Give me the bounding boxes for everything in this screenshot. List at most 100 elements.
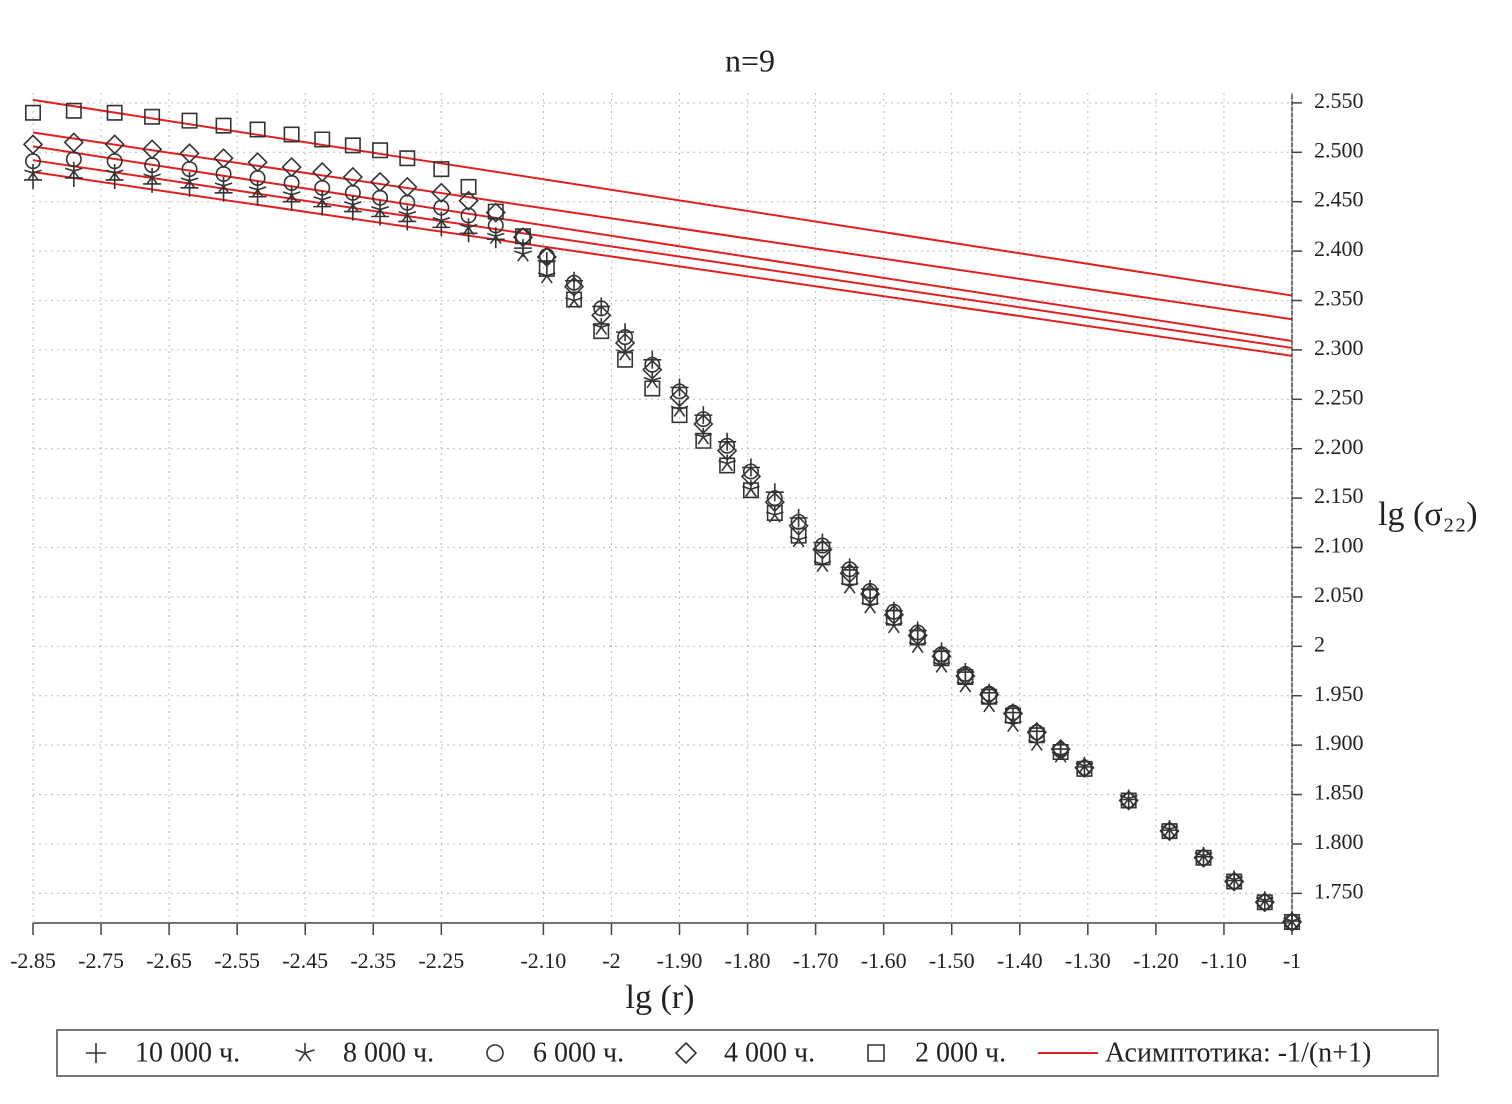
data-point [460, 207, 477, 224]
data-point [981, 688, 998, 705]
data-point [144, 157, 161, 174]
y-tick-label: 2.400 [1314, 236, 1364, 261]
legend-marker [674, 1041, 698, 1065]
data-point [814, 549, 831, 566]
data-point [717, 440, 738, 461]
data-point [460, 178, 477, 195]
data-point [566, 291, 583, 308]
data-point [955, 665, 976, 687]
x-tick-label: -1.70 [793, 948, 839, 973]
data-point [1159, 820, 1180, 842]
legend-label: 10 000 ч. [135, 1037, 240, 1068]
data-point [213, 148, 234, 169]
data-point [669, 387, 690, 408]
asymptote-line [32, 98, 1293, 297]
data-point [862, 588, 879, 605]
data-point [695, 411, 712, 427]
data-point [249, 170, 266, 186]
x-tick-label: -1.10 [1201, 948, 1247, 973]
data-point [1161, 823, 1178, 840]
x-tick-label: -1.90 [657, 948, 703, 973]
data-point [458, 190, 479, 211]
data-point [514, 245, 532, 262]
data-point [281, 156, 302, 178]
data-point [22, 134, 44, 155]
data-point [372, 142, 389, 159]
x-tick-label: -2.25 [418, 948, 464, 973]
data-point [1226, 873, 1243, 890]
y-tick-label: 2 [1314, 631, 1325, 656]
data-point [565, 291, 583, 309]
data-point [104, 134, 125, 155]
legend-marker [867, 1044, 885, 1062]
data-point [433, 199, 450, 216]
data-point [566, 274, 583, 291]
data-point [593, 300, 610, 317]
y-tick-label: 2.350 [1314, 286, 1364, 311]
data-point [617, 329, 634, 345]
data-point [433, 161, 450, 178]
data-point [538, 260, 555, 277]
data-point [1028, 727, 1045, 744]
y-tick-label: 2.500 [1314, 137, 1364, 162]
data-point [719, 457, 736, 474]
data-point [957, 668, 974, 685]
data-point [372, 189, 389, 206]
data-point [63, 132, 84, 153]
data-point [106, 153, 123, 170]
x-tick-label: -2.75 [78, 948, 124, 973]
data-point [592, 318, 611, 335]
asymptote-line [32, 131, 1293, 321]
data-point [485, 202, 506, 223]
data-point [1224, 871, 1245, 892]
data-point [538, 266, 556, 284]
data-point [369, 171, 391, 193]
data-point [841, 569, 858, 586]
data-point [885, 609, 902, 626]
data-point [840, 577, 859, 594]
data-point [536, 246, 557, 268]
data-point [215, 166, 232, 182]
y-tick-label: 2.250 [1314, 384, 1364, 409]
data-point [1283, 912, 1301, 929]
data-point [742, 463, 759, 480]
x-tick-label: -1.30 [1065, 948, 1111, 973]
legend-label: 4 000 ч. [724, 1037, 815, 1068]
data-point [65, 102, 82, 119]
data-point [1074, 757, 1095, 779]
data-point [181, 112, 198, 129]
data-point [617, 351, 634, 368]
x-axis-label: lg (r) [626, 979, 695, 1016]
asymptote-line [32, 145, 1293, 343]
legend-label: 2 000 ч. [915, 1037, 1006, 1068]
data-point [616, 343, 634, 361]
data-point [671, 383, 688, 400]
data-point [644, 356, 661, 373]
y-tick-label: 1.850 [1314, 780, 1364, 805]
y-tick-label: 2.200 [1314, 434, 1364, 459]
data-point [694, 427, 713, 445]
legend-marker [295, 1043, 315, 1062]
data-point [397, 176, 418, 198]
data-point [314, 179, 331, 196]
data-point [25, 153, 42, 170]
data-point [283, 174, 300, 191]
legend-label: Асимптотика: -1/(n+1) [1105, 1037, 1371, 1068]
data-point [249, 121, 266, 138]
data-point [812, 539, 833, 560]
data-point [1004, 707, 1021, 724]
legend-marker [486, 1044, 504, 1062]
data-point [790, 513, 807, 530]
x-tick-label: -2.10 [520, 948, 566, 973]
data-point [644, 380, 661, 397]
data-point [642, 359, 663, 380]
data-point [344, 137, 361, 154]
data-point [932, 656, 951, 673]
x-tick-label: -2.85 [10, 948, 56, 973]
data-point [181, 161, 198, 178]
x-tick-label: -1.20 [1133, 948, 1179, 973]
legend-label: 8 000 ч. [343, 1037, 434, 1068]
data-point [432, 211, 451, 229]
data-point [431, 182, 452, 203]
x-tick-label: -1.60 [861, 948, 907, 973]
